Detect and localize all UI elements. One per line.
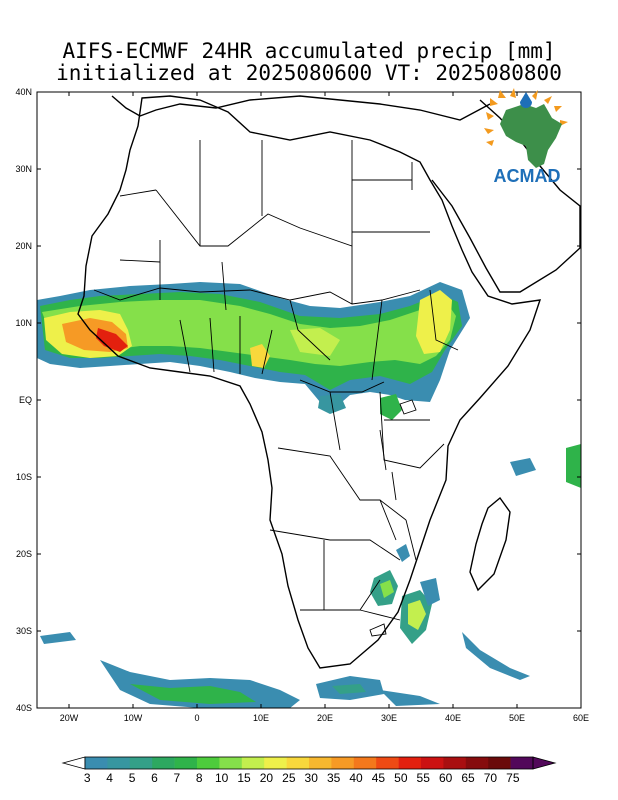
colorbar-swatch [443,757,467,769]
colorbar-label: 55 [417,771,431,785]
colorbar-swatch [286,757,310,769]
colorbar-swatch [488,757,511,769]
lat-label-10s: 10S [16,472,32,482]
colorbar-swatch [107,757,131,769]
precip-central-lime [290,328,340,356]
lat-label-30s: 30S [16,626,32,636]
lon-label-50e: 50E [509,713,525,723]
colorbar-swatch [510,757,534,769]
precip-atlantic-streak [40,632,76,644]
precip-natal-core [408,600,426,630]
precip-east-ocean-streak [510,458,536,476]
lat-label-10n: 10N [15,318,32,328]
map-title-line1: AIFS-ECMWF 24HR accumulated precip [mm] [62,39,556,63]
latitude-labels: 40N 30N 20N 10N EQ 10S 20S 30S 40S [15,87,32,713]
longitude-axis [68,92,518,708]
europe-coastline [111,95,491,121]
colorbar-label: 50 [394,771,408,785]
colorbar-label: 25 [282,771,296,785]
colorbar-label: 45 [372,771,386,785]
colorbar-left-arrow [61,756,86,770]
precip-band-lime [42,300,456,366]
lat-label-20n: 20N [15,241,32,251]
lon-label-60e: 60E [573,713,589,723]
colorbar-right-arrow [532,756,557,770]
precip-mozambique-core [380,580,394,598]
colorbar: 3 4 5 6 7 8 10 15 20 25 30 35 40 45 50 55 60 65 70 75 [61,756,557,785]
logo-africa-shape [500,104,562,168]
lon-label-20w: 20W [60,713,79,723]
colorbar-swatch [353,757,377,769]
precip-madagascar-patch [396,544,410,562]
precip-lakes-patch [380,394,402,420]
madagascar-coastline [469,496,511,592]
precip-shading [37,282,581,708]
lat-label-eq: EQ [19,395,32,405]
border-lines-south [269,447,417,621]
colorbar-swatch [376,757,399,769]
colorbar-label: 7 [173,771,180,785]
colorbar-label: 70 [484,771,498,785]
lon-label-40e: 40E [445,713,461,723]
precip-core-red [96,328,128,352]
africa-coastline [77,95,542,669]
colorbar-swatch [421,757,444,769]
colorbar-label: 40 [349,771,363,785]
lon-label-10w: 10W [124,713,143,723]
precip-indian-ocean-patch [420,578,440,606]
longitude-labels: 20W 10W 0 10E 20E 30E 40E 50E 60E [60,713,589,723]
colorbar-label: 65 [461,771,475,785]
lat-label-40s: 40S [16,703,32,713]
precip-se-streak [462,632,530,680]
precip-sw-patch [380,690,440,706]
colorbar-frame [84,756,534,770]
colorbar-swatch [331,757,355,769]
colorbar-label: 35 [327,771,341,785]
colorbar-label: 60 [439,771,453,785]
precip-southern-ocean-band-west [100,660,300,708]
logo-text: ACMAD [494,166,561,186]
map-title-line2: initialized at 2025080600 VT: 2025080800 [56,61,562,85]
colorbar-swatch [152,757,175,769]
colorbar-swatch [129,757,153,769]
border-lines-sahel [93,246,459,381]
latitude-axis [37,91,581,709]
colorbar-swatch [85,757,108,769]
colorbar-label: 4 [106,771,113,785]
acmad-logo: ACMAD [484,88,568,186]
colorbar-swatch [465,757,489,769]
border-lines-central [179,316,445,469]
colorbar-label: 75 [506,771,520,785]
precip-southern-ocean-band-west-core [130,684,256,704]
colorbar-label: 3 [84,771,91,785]
lat-label-20s: 20S [16,549,32,559]
colorbar-swatch [219,757,243,769]
lat-label-30n: 30N [15,164,32,174]
lon-label-0: 0 [194,713,199,723]
logo-sun-rays [484,88,568,146]
colorbar-swatch [241,757,265,769]
colorbar-label: 8 [196,771,203,785]
colorbar-label: 15 [237,771,251,785]
lake-outlines [369,399,417,637]
lon-label-20e: 20E [317,713,333,723]
colorbar-swatch [197,757,220,769]
colorbar-label: 5 [129,771,136,785]
colorbar-swatch [309,757,332,769]
colorbar-label: 30 [305,771,319,785]
colorbar-label: 20 [260,771,274,785]
precip-east-edge-ring [566,444,581,488]
colorbar-swatch [174,757,198,769]
lon-label-30e: 30E [381,713,397,723]
colorbar-label: 10 [215,771,229,785]
colorbar-swatch [264,757,287,769]
lat-label-40n: 40N [15,87,32,97]
precip-southern-ocean-band-east-core [332,684,366,694]
country-borders [93,140,459,637]
lon-label-10e: 10E [253,713,269,723]
colorbar-label: 6 [151,771,158,785]
colorbar-swatch [398,757,422,769]
logo-drop-icon [520,92,532,108]
